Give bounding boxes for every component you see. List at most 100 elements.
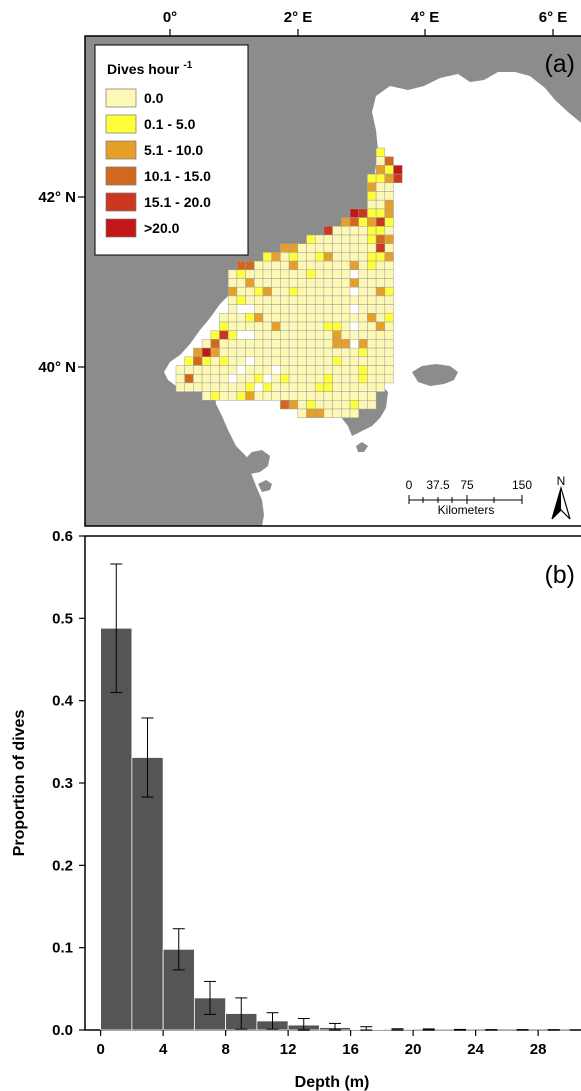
grid-cell <box>297 373 307 384</box>
grid-cell <box>245 391 255 401</box>
grid-cell <box>271 347 281 358</box>
legend-label: 15.1 - 20.0 <box>144 194 211 210</box>
error-bar <box>297 1017 310 1031</box>
grid-cell <box>341 339 351 349</box>
grid-cell <box>288 243 299 253</box>
legend-label: 5.1 - 10.0 <box>144 142 203 158</box>
grid-cell <box>367 260 377 271</box>
grid-cell <box>332 234 342 244</box>
grid-cell <box>341 347 351 358</box>
grid-cell <box>245 382 255 392</box>
grid-cell <box>332 226 342 236</box>
scale-bar-line <box>408 495 523 504</box>
grid-cell <box>358 365 368 375</box>
grid-cell <box>201 391 212 401</box>
formentera-island <box>258 480 272 492</box>
grid-cell <box>314 382 325 392</box>
grid-cell <box>332 321 342 331</box>
grid-cell <box>332 400 342 410</box>
grid-cell <box>341 408 351 418</box>
grid-cell <box>306 295 316 305</box>
grid-cell <box>280 269 290 279</box>
grid-cell <box>323 286 333 297</box>
grid-cell <box>254 295 264 305</box>
grid-cell <box>262 365 272 375</box>
grid-cell <box>375 313 386 323</box>
error-bar <box>266 1012 279 1030</box>
grid-cell <box>341 286 351 297</box>
grid-cell <box>384 347 394 358</box>
grid-cell <box>227 365 238 375</box>
grid-cell <box>306 347 316 358</box>
grid-cell <box>375 356 386 366</box>
grid-cell <box>271 269 281 279</box>
grid-cell <box>358 226 368 236</box>
legend-items: 0.0 0.1 - 5.0 5.1 - 10.0 10.1 - 15.0 15.1 - … <box>105 88 211 238</box>
grid-cell <box>254 391 264 401</box>
grid-cell <box>271 373 281 384</box>
x-axis-title: Depth (m) <box>295 1074 370 1091</box>
grid-cell <box>375 234 386 244</box>
x-tick-label: 24 <box>467 1041 484 1058</box>
grid-cell <box>254 304 264 314</box>
grid-cell <box>280 373 290 384</box>
grid-cell <box>254 321 264 331</box>
grid-cell <box>271 286 281 297</box>
grid-cell <box>323 295 333 305</box>
grid-cell <box>341 321 351 331</box>
grid-cell <box>367 286 377 297</box>
cabrera-island <box>356 442 368 452</box>
legend-label: >20.0 <box>144 220 180 236</box>
grid-cell <box>349 295 359 305</box>
grid-cell <box>254 365 264 375</box>
panel-label-a: (a) <box>544 50 575 78</box>
grid-cell <box>341 330 351 340</box>
grid-cell <box>367 373 377 384</box>
grid-cell <box>358 391 368 401</box>
grid-cell <box>219 373 229 384</box>
map-frame <box>84 35 581 527</box>
grid-cell <box>384 269 394 279</box>
grid-cell <box>367 191 377 201</box>
grid-cell <box>306 339 316 349</box>
grid-cell <box>236 295 246 305</box>
scale-bar: 0 37.5 75 150 Kilometers <box>406 478 533 517</box>
longitude-label-2e: 2° E <box>284 9 313 26</box>
grid-cell <box>367 234 377 244</box>
grid-cell <box>384 304 394 314</box>
grid-cell <box>280 278 290 288</box>
grid-cell <box>245 347 255 358</box>
grid-cell <box>297 286 307 297</box>
grid-cell <box>349 347 359 358</box>
grid-cell <box>349 313 359 323</box>
grid-cell <box>358 313 368 323</box>
grid-cell <box>367 347 377 358</box>
grid-cell <box>323 278 333 288</box>
grid-cell <box>358 400 368 410</box>
x-tick-label: 0 <box>96 1041 104 1058</box>
grid-cell <box>384 182 394 192</box>
grid-cell <box>358 373 368 384</box>
grid-cell <box>306 373 316 384</box>
grid-cell <box>306 365 316 375</box>
grid-cell <box>254 347 264 358</box>
grid-cell <box>236 321 246 331</box>
grid-cell <box>341 373 351 384</box>
grid-cell <box>375 295 386 305</box>
grid-cell <box>349 382 359 392</box>
grid-cell <box>384 191 394 201</box>
grid-cell <box>367 269 377 279</box>
grid-cell <box>262 278 272 288</box>
grid-cell <box>297 260 307 271</box>
grid-cell <box>367 243 377 253</box>
error-bar <box>422 1028 435 1031</box>
grid-cell <box>280 382 290 392</box>
grid-cell <box>175 365 185 375</box>
grid-cell <box>384 165 394 175</box>
grid-cell <box>280 330 290 340</box>
grid-cell <box>314 286 325 297</box>
grid-cell <box>245 260 255 271</box>
grid-cell <box>323 391 333 401</box>
grid-cell <box>210 356 220 366</box>
